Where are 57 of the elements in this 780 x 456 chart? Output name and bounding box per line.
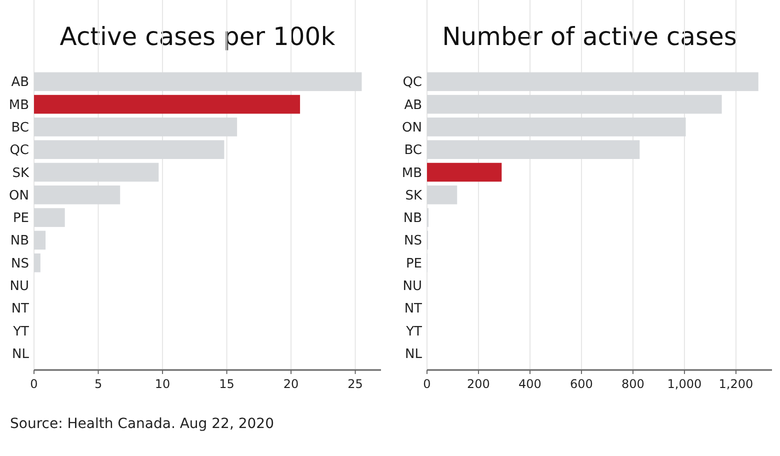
y-tick-label: YT	[405, 324, 422, 340]
chart-title: Active cases per 100k	[60, 22, 336, 51]
bar	[427, 162, 502, 182]
x-tick-label: 15	[219, 377, 234, 391]
x-tick-label: 600	[570, 377, 593, 391]
x-tick-label: 5	[94, 377, 102, 391]
y-tick-label: PE	[12, 211, 29, 226]
y-tick-label: NS	[11, 256, 29, 272]
y-tick-label: ON	[402, 120, 422, 136]
y-tick-label: BC	[404, 143, 422, 158]
y-tick-label: QC	[10, 143, 29, 158]
y-tick-label: NB	[403, 211, 422, 226]
y-tick-label: QC	[402, 75, 422, 90]
y-tick-label: NT	[11, 302, 30, 317]
bar	[34, 94, 300, 114]
y-tick-label: SK	[405, 188, 422, 204]
bar	[427, 140, 640, 160]
y-tick-label: ON	[9, 188, 29, 204]
y-tick-label: YT	[12, 324, 30, 340]
y-tick-label: NU	[10, 279, 29, 294]
bar	[34, 162, 159, 182]
bar	[34, 118, 238, 136]
x-tick-label: 0	[30, 377, 38, 391]
bar	[427, 118, 686, 136]
y-tick-label: NL	[405, 346, 423, 362]
x-tick-label: 1,200	[718, 377, 754, 391]
x-tick-label: 200	[467, 377, 490, 391]
y-tick-label: NU	[402, 279, 422, 294]
bar	[34, 253, 40, 272]
y-tick-label: BC	[11, 120, 29, 136]
source-note: Source: Health Canada. Aug 22, 2020	[10, 416, 274, 432]
y-tick-label: NS	[404, 234, 422, 249]
bar	[427, 94, 722, 114]
x-tick-label: 800	[622, 377, 644, 391]
y-tick-label: NL	[12, 346, 30, 362]
x-tick-label: 10	[154, 377, 170, 391]
x-tick-label: 20	[283, 377, 299, 391]
y-tick-label: PE	[406, 256, 422, 272]
y-tick-label: AB	[404, 98, 422, 113]
chart-title: Number of active cases	[442, 22, 737, 51]
y-tick-label: MB	[402, 166, 422, 181]
y-tick-label: NT	[404, 302, 422, 317]
bar	[427, 186, 458, 204]
x-tick-label: 1,000	[667, 377, 702, 391]
x-tick-label: 25	[348, 377, 363, 391]
bar	[34, 230, 46, 250]
bar	[34, 186, 120, 204]
x-tick-label: 400	[518, 377, 542, 391]
y-tick-label: SK	[12, 166, 30, 181]
y-tick-label: NB	[10, 234, 29, 249]
x-tick-label: 0	[423, 377, 431, 391]
y-tick-label: MB	[8, 98, 29, 113]
bar	[34, 208, 65, 227]
bar	[427, 72, 758, 92]
y-tick-label: AB	[11, 75, 29, 90]
bar	[34, 72, 362, 92]
bar	[34, 140, 224, 160]
